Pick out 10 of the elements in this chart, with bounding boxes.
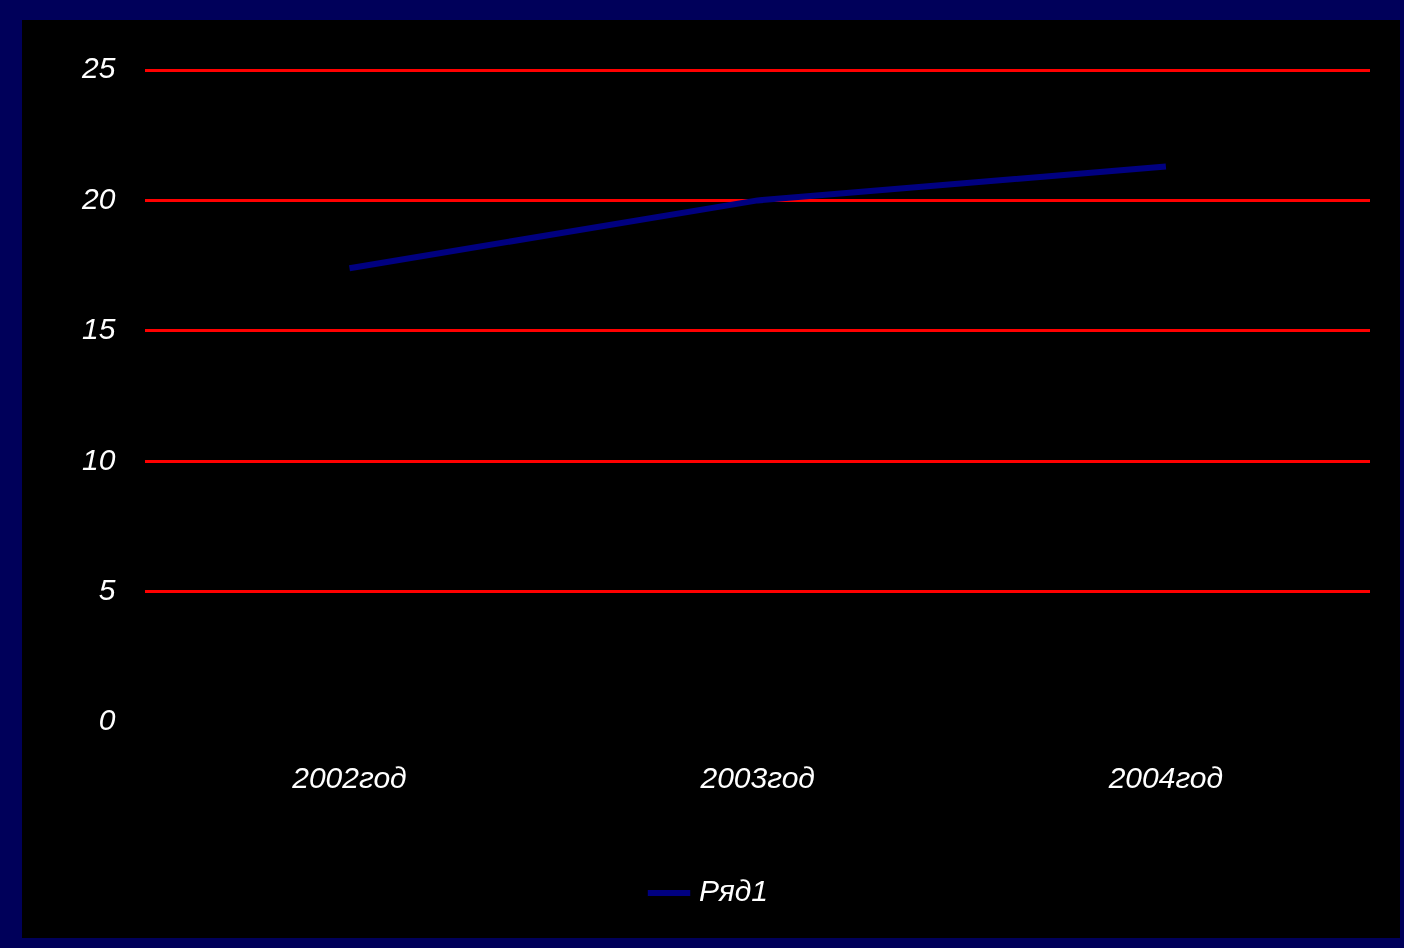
y-tick-label: 15: [81, 312, 116, 346]
legend-label: Ряд1: [699, 874, 768, 908]
y-tick-label: 5: [98, 572, 116, 606]
y-tick-label: 10: [81, 442, 116, 476]
x-tick-label: 2003год: [699, 761, 815, 795]
x-tick-label: 2004год: [1107, 761, 1224, 795]
y-tick-label: 0: [98, 703, 116, 737]
y-tick-label: 25: [80, 51, 116, 85]
x-tick-label: 2002год: [291, 761, 407, 795]
y-tick-label: 20: [80, 181, 116, 215]
